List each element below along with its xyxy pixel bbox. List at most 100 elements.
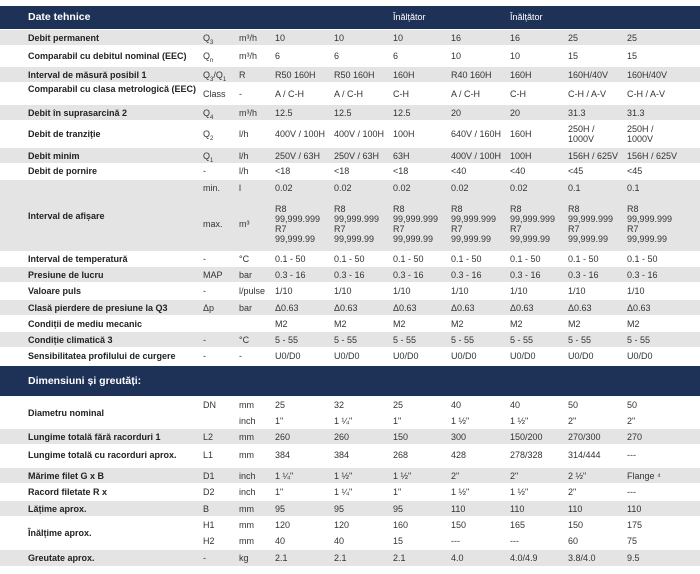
tech-unit: °C — [239, 254, 250, 264]
dim-value: 2" — [451, 471, 460, 481]
tech-label: Debit de tranziție — [28, 129, 101, 139]
tech-value: M2 — [510, 319, 523, 329]
dim-value: 25 — [393, 400, 404, 410]
dim-label: Lățime aprox. — [28, 504, 87, 514]
dim-value: 270 — [627, 432, 643, 442]
dim-label: Diametru nominal — [28, 408, 105, 418]
tech-value: <40 — [451, 166, 467, 176]
tech-label: Debit minim — [28, 151, 80, 161]
tech-value: 0.1 — [568, 183, 581, 193]
tech-row: Interval de temperatură - °C 0.1 - 50 0.1 - … — [0, 251, 700, 266]
dim-value: 2.1 — [393, 553, 406, 563]
tech-value: Δ0.63 — [275, 303, 299, 313]
dim-value: 120 — [275, 520, 291, 530]
tech-value: 20 — [451, 108, 462, 118]
tech-value: 15 — [568, 51, 579, 61]
tech-value: Δ0.63 — [510, 303, 534, 313]
tech-row: Debit de pornire - l/h <18 <18 <18 <40 <40 <45 <4… — [0, 164, 700, 178]
tech-value: 0.1 - 50 — [334, 254, 365, 264]
tech-label: Debit de pornire — [28, 166, 98, 176]
tech-value: 0.3 - 16 — [627, 270, 658, 280]
dim-row: Mărime filet G x B D1 inch 1 ¼" 1 ½" 1 ½" 2" 2"… — [0, 468, 700, 483]
tech-symbol: Q4 — [203, 108, 214, 121]
tech-value: 6 — [334, 51, 340, 61]
dim-label: Lungime totală cu racorduri aprox. — [28, 450, 177, 460]
tech-value: Δ0.63 — [627, 303, 651, 313]
dim-value: 1 ½" — [393, 471, 412, 481]
tech-value: 160H — [510, 129, 532, 139]
dim-unit: mm — [239, 520, 254, 530]
dim-row: Înălțime aprox. H1 mm 120 120 160 150 165 150 175… — [0, 517, 700, 548]
tech-value: R8 99,999.999 R7 99,999.99 — [451, 204, 497, 244]
tech-label: Comparabil cu debitul nominal (EEC) — [28, 51, 187, 61]
tech-row: Valoare puls - l/pulse 1/10 1/10 1/10 1/10 1/10… — [0, 283, 700, 298]
dim-value: 314/444 — [568, 450, 601, 460]
tech-row: Comparabil cu clasa metrologică (EEC) Cla… — [0, 83, 700, 104]
tech-value: C-H — [393, 89, 409, 99]
dim-value: 150 — [568, 520, 584, 530]
tech-row: Interval de afișare min. l 0.02 0.02 0.02 0.02… — [0, 180, 700, 251]
tech-value: 250H / 1000V — [568, 124, 595, 144]
dim-value: 15 — [393, 536, 404, 546]
tech-value: 640V / 160H — [451, 129, 502, 139]
tech-unit: l/pulse — [239, 286, 266, 296]
dim-value: 270/300 — [568, 432, 601, 442]
tech-label: Presiune de lucru — [28, 270, 104, 280]
tech-value: 0.1 - 50 — [510, 254, 541, 264]
tech-value: U0/D0 — [393, 351, 419, 361]
dim-value: 4.0/4.9 — [510, 553, 538, 563]
tech-value: 1/10 — [568, 286, 586, 296]
dim-symbol: L2 — [203, 432, 214, 442]
tech-value: 15 — [627, 51, 638, 61]
dim-value: 3.8/4.0 — [568, 553, 596, 563]
dim-unit: mm — [239, 400, 254, 410]
dim-unit: kg — [239, 553, 249, 563]
tech-label: Valoare puls — [28, 286, 82, 296]
dim-unit: inch — [239, 416, 256, 426]
tech-value: 0.02 — [393, 183, 411, 193]
dim-value: 110 — [568, 504, 583, 514]
dim-value: 1 ½" — [451, 416, 470, 426]
tech-unit: m³/h — [239, 33, 257, 43]
tech-value: R50 160H — [334, 70, 375, 80]
dim-value: 1" — [275, 487, 284, 497]
tech-value: 100H — [393, 129, 415, 139]
tech-value: 12.5 — [275, 108, 293, 118]
tech-value: 400V / 100H — [451, 151, 502, 161]
tech-value: <18 — [393, 166, 409, 176]
tech-value: 20 — [510, 108, 521, 118]
tech-row: Sensibilitatea profilului de curgere - - U0… — [0, 348, 700, 364]
tech-label: Debit în suprasarcină 2 — [28, 108, 128, 118]
tech-unit: bar — [239, 270, 253, 280]
dim-value: --- — [451, 536, 460, 546]
dim-value: 110 — [627, 504, 642, 514]
tech-value: M2 — [275, 319, 288, 329]
tech-symbol: Q1 — [203, 151, 214, 164]
dim-value: 1" — [275, 416, 284, 426]
tech-value: 0.1 - 50 — [275, 254, 306, 264]
tech-data-header: Date tehnice Înălțător Înălțător — [0, 6, 700, 29]
dim-value: 384 — [275, 450, 291, 460]
tech-value: M2 — [627, 319, 640, 329]
dim-label: Înălțime aprox. — [28, 528, 92, 538]
tech-row: Debit permanent Q3 m³/h 10 10 10 16 16 25 25 — [0, 30, 700, 46]
tech-unit: l — [239, 183, 241, 193]
dim-value: 50 — [568, 400, 579, 410]
tech-value: 160H/40V — [627, 70, 668, 80]
dim-value: 278/328 — [510, 450, 543, 460]
dim-value: 75 — [627, 536, 638, 546]
tech-value: <45 — [627, 166, 643, 176]
tech-value: 0.3 - 16 — [393, 270, 424, 280]
dim-value: 165 — [510, 520, 526, 530]
dim-value: --- — [627, 487, 636, 497]
tech-value: 1/10 — [334, 286, 352, 296]
dim-value: 300 — [451, 432, 467, 442]
tech-value: 0.02 — [451, 183, 469, 193]
tech-data-title: Date tehnice — [28, 11, 91, 23]
dim-value: 268 — [393, 450, 409, 460]
tech-value: 12.5 — [393, 108, 411, 118]
tech-unit: m³/h — [239, 51, 257, 61]
dim-value: 25 — [275, 400, 286, 410]
dim-value: 95 — [275, 504, 286, 514]
tech-symbol: Q3/Q1 — [203, 70, 227, 83]
